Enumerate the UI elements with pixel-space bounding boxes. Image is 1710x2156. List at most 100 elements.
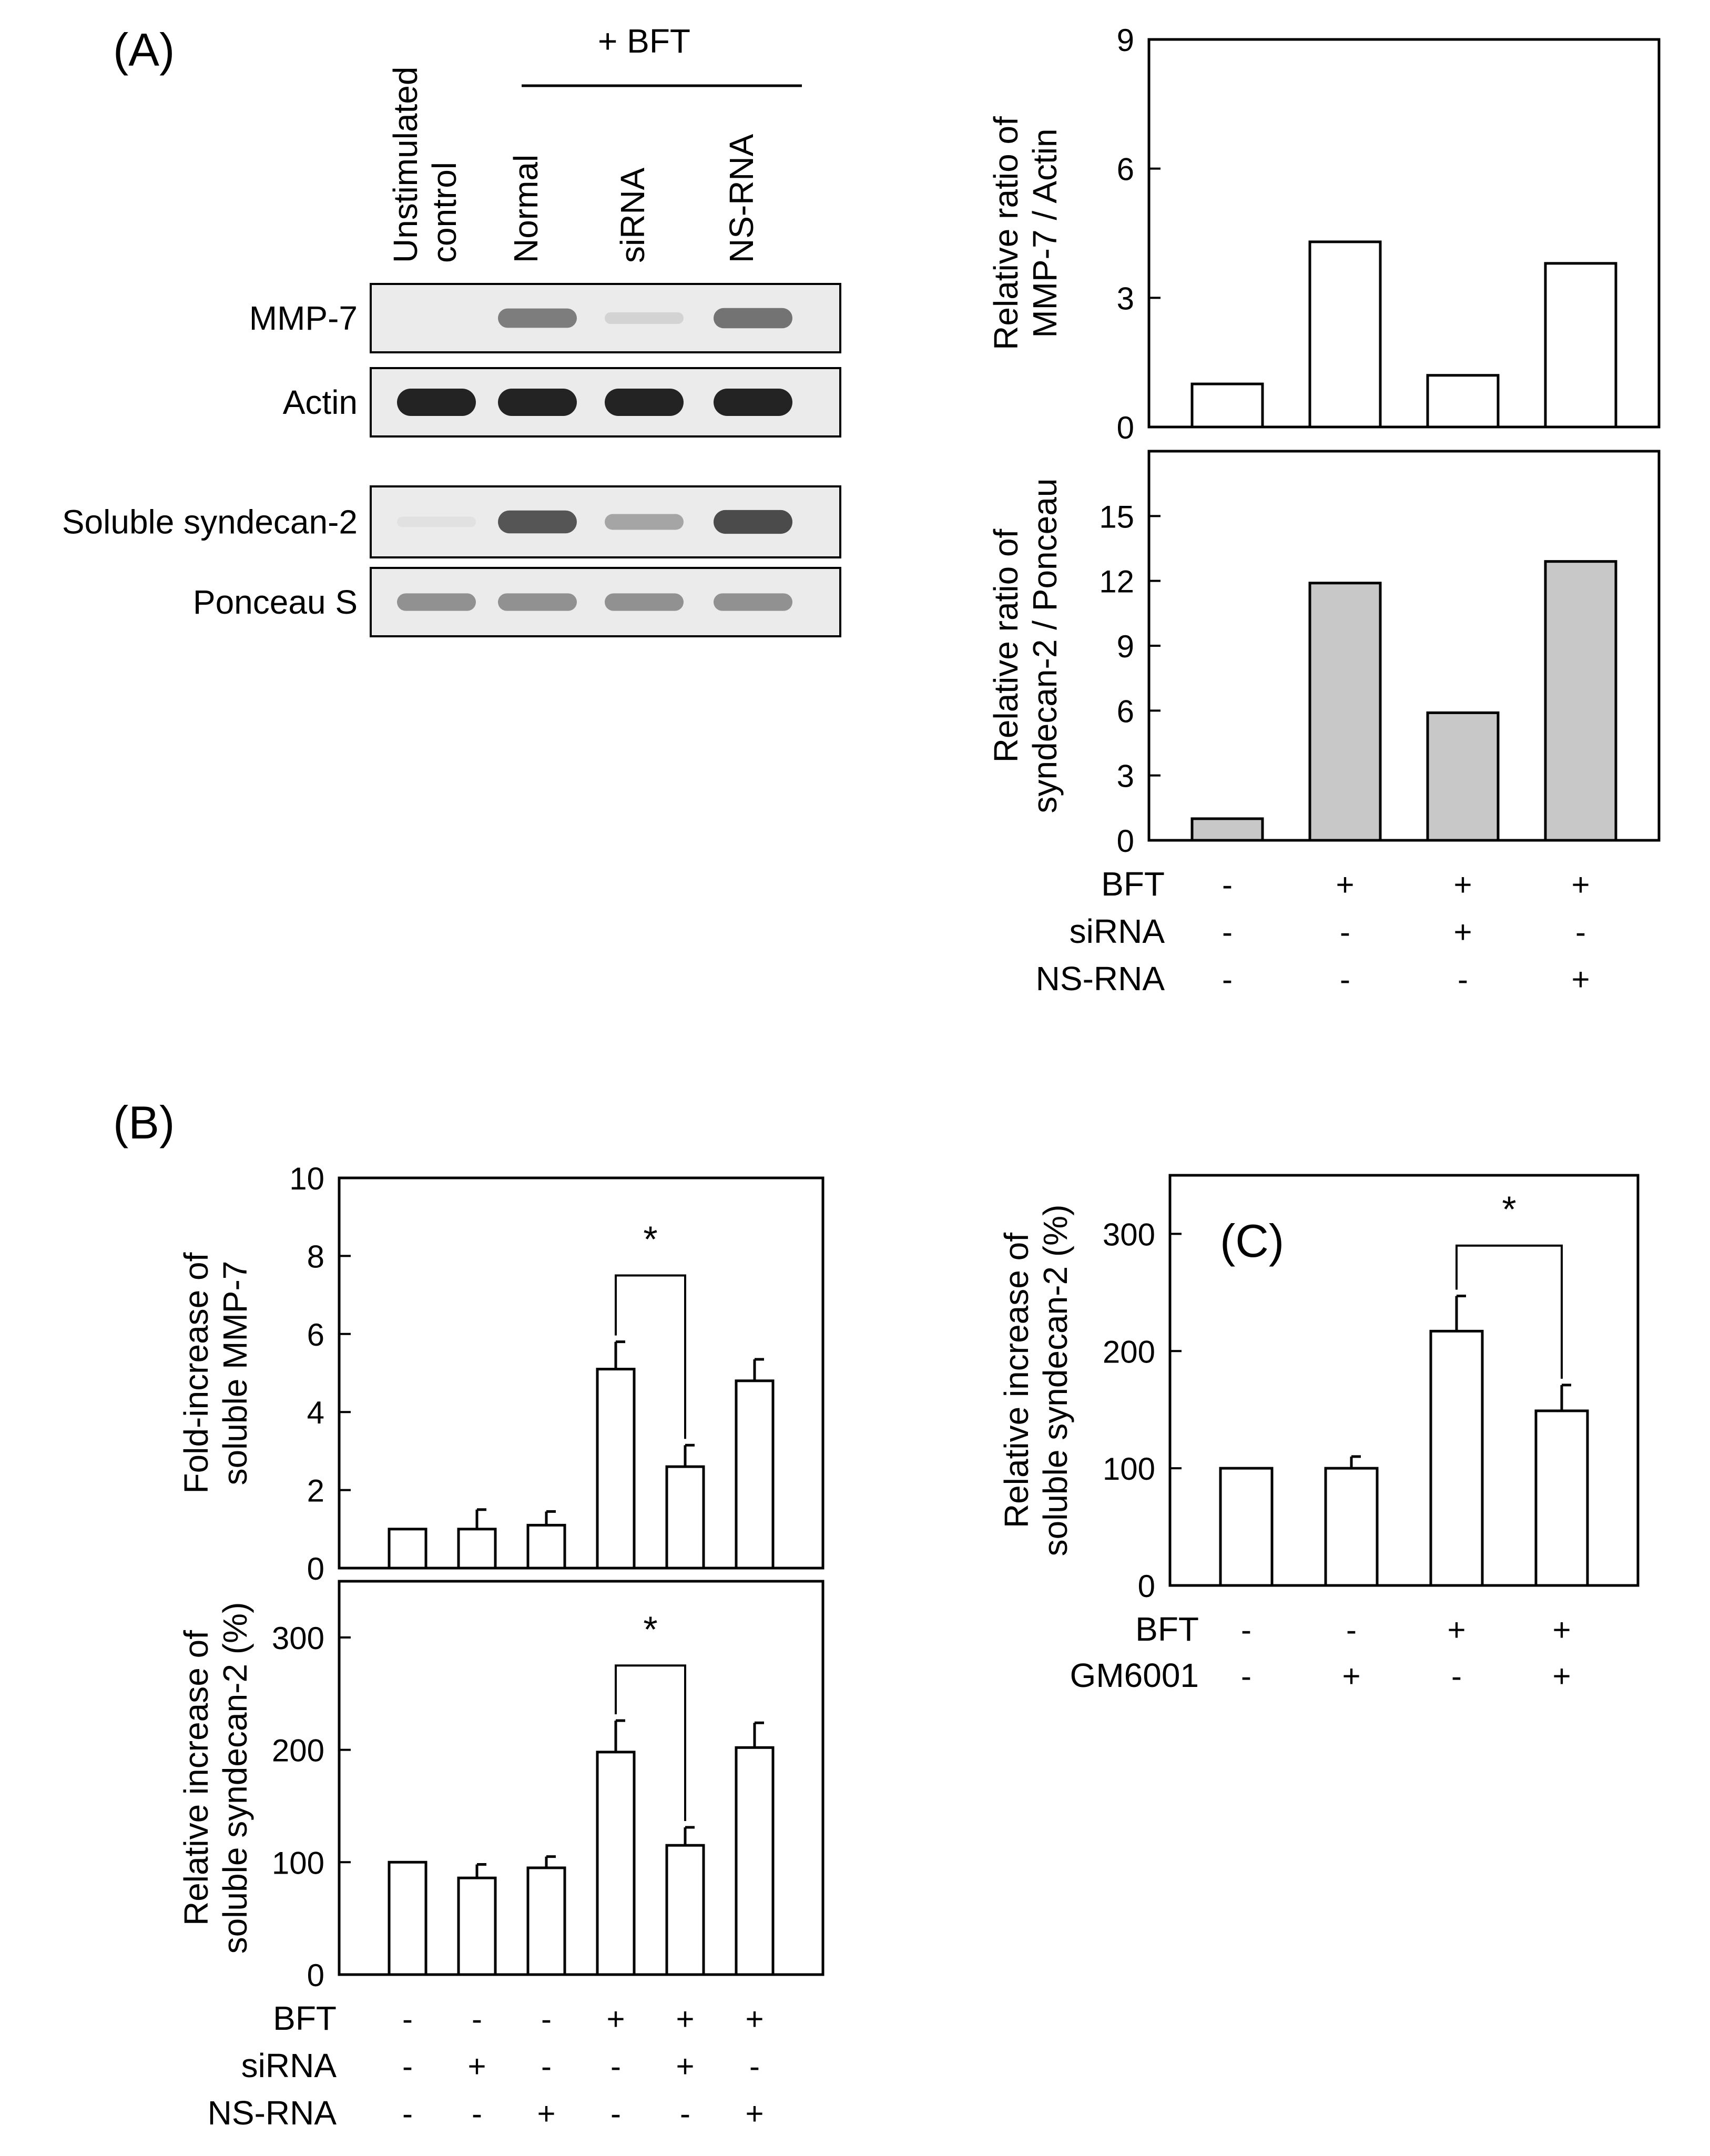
y-tick-label: 10 (289, 1161, 324, 1196)
bar (1429, 1329, 1484, 1587)
condition-sign: - (472, 2096, 482, 2131)
condition-sign: - (472, 2001, 482, 2037)
chart-mmp7-actin-ratio: 0 3 6 9 Relative ratio of MMP-7 / Actin (987, 23, 1661, 445)
y-axis-label: soluble syndecan-2 (%) (216, 1602, 254, 1954)
y-tick-label: 6 (1117, 152, 1134, 187)
y-tick-label: 100 (1103, 1451, 1155, 1487)
condition-sign: + (1453, 914, 1472, 950)
blot-row-label: MMP-7 (249, 299, 358, 337)
condition-sign: - (680, 2096, 690, 2131)
blot-band (714, 308, 792, 329)
condition-sign: + (1336, 867, 1354, 902)
plot-frame (338, 1580, 825, 1976)
plot-frame (338, 1176, 825, 1570)
bar (526, 1523, 566, 1570)
y-tick-label: 0 (307, 1958, 324, 1993)
y-tick-label: 200 (1103, 1334, 1155, 1369)
condition-sign: - (402, 2049, 413, 2084)
blot-band (714, 510, 792, 534)
condition-label: NS-RNA (1036, 960, 1165, 998)
bar (388, 1860, 428, 1976)
bar (1544, 560, 1617, 842)
y-tick-label: 4 (307, 1395, 324, 1430)
condition-sign: - (541, 2049, 552, 2084)
blot-band (397, 389, 476, 416)
condition-sign: + (1571, 867, 1590, 902)
condition-sign: + (1342, 1659, 1360, 1694)
blot-row-label: Actin (283, 383, 358, 421)
significance-star: * (643, 1609, 657, 1650)
condition-sign: - (610, 2096, 621, 2131)
bar (457, 1528, 497, 1570)
blot-band (498, 389, 577, 416)
chart-fold-increase-mmp7: 0 2 4 6 8 10 Fold-increase of soluble MMP-7 * (177, 1161, 825, 1587)
lane-labels: Unstimulated control Normal siRNA NS-RNA (386, 67, 760, 263)
significance-star: * (643, 1219, 657, 1260)
plot-frame (1168, 1174, 1640, 1587)
condition-sign: + (467, 2049, 486, 2084)
condition-sign: - (1340, 914, 1350, 950)
condition-sign: - (1575, 914, 1586, 950)
bar (665, 1844, 705, 1976)
condition-sign: - (541, 2001, 552, 2037)
blot-band (605, 514, 684, 530)
blot-band (397, 516, 476, 527)
condition-sign: - (1340, 962, 1350, 997)
condition-sign: - (1222, 962, 1233, 997)
y-tick-label: 100 (272, 1845, 324, 1880)
significance-bracket (1455, 1244, 1563, 1379)
bft-header: + BFT (598, 22, 690, 60)
y-axis-label: syndecan-2 / Ponceau (1026, 479, 1064, 813)
western-blot: + BFT Unstimulated control Normal siRNA NS-R… (62, 22, 841, 637)
condition-sign: - (1451, 1659, 1462, 1694)
y-tick-label: 0 (1138, 1569, 1155, 1604)
bar (596, 1368, 636, 1570)
condition-label: BFT (1101, 865, 1165, 903)
bar (1190, 817, 1264, 842)
y-tick-label: 6 (307, 1317, 324, 1352)
bar (1308, 240, 1382, 429)
chart-relative-increase-syndecan2-b: 0 100 200 300 Relative increase of soluble sy… (177, 1580, 825, 2132)
significance-bracket (615, 1274, 686, 1439)
y-tick-label: 0 (1117, 410, 1134, 445)
bar (1534, 1409, 1589, 1587)
y-tick-label: 9 (1117, 629, 1134, 664)
bar (1324, 1467, 1379, 1587)
condition-sign: + (606, 2001, 625, 2037)
condition-sign: + (676, 2001, 694, 2037)
bar (1308, 582, 1382, 842)
bar (1190, 382, 1264, 429)
blot-rows: MMP-7 Actin Soluble syndecan-2 Ponceau S (62, 283, 841, 637)
condition-sign: - (402, 2001, 413, 2037)
bar (457, 1876, 497, 1976)
blot-band (605, 312, 684, 324)
condition-sign: - (402, 2096, 413, 2131)
bar (526, 1866, 566, 1976)
blot-band (498, 593, 577, 611)
y-tick-label: 6 (1117, 694, 1134, 729)
condition-sign: - (1241, 1659, 1251, 1694)
bar (596, 1751, 636, 1976)
blot-row: Actin (283, 367, 841, 438)
lane-label: siRNA (614, 167, 652, 263)
condition-label: GM6001 (1070, 1656, 1199, 1694)
condition-label: BFT (273, 1999, 337, 2037)
condition-sign: - (610, 2049, 621, 2084)
bar (388, 1528, 428, 1570)
blot-band (605, 389, 684, 416)
condition-sign: + (537, 2096, 555, 2131)
blot-band (498, 510, 577, 534)
blot-band (714, 593, 792, 611)
y-tick-label: 300 (272, 1621, 324, 1656)
y-axis-label: MMP-7 / Actin (1026, 128, 1064, 338)
y-tick-label: 0 (307, 1551, 324, 1587)
bar (735, 1379, 775, 1570)
bar (665, 1465, 705, 1570)
condition-sign: - (749, 2049, 760, 2084)
y-tick-label: 15 (1099, 499, 1134, 534)
condition-sign: - (1346, 1612, 1357, 1647)
y-axis-label: Relative increase of (998, 1233, 1035, 1528)
y-axis-label: Relative ratio of (987, 528, 1025, 762)
y-tick-label: 9 (1117, 23, 1134, 58)
bar (1426, 711, 1500, 842)
